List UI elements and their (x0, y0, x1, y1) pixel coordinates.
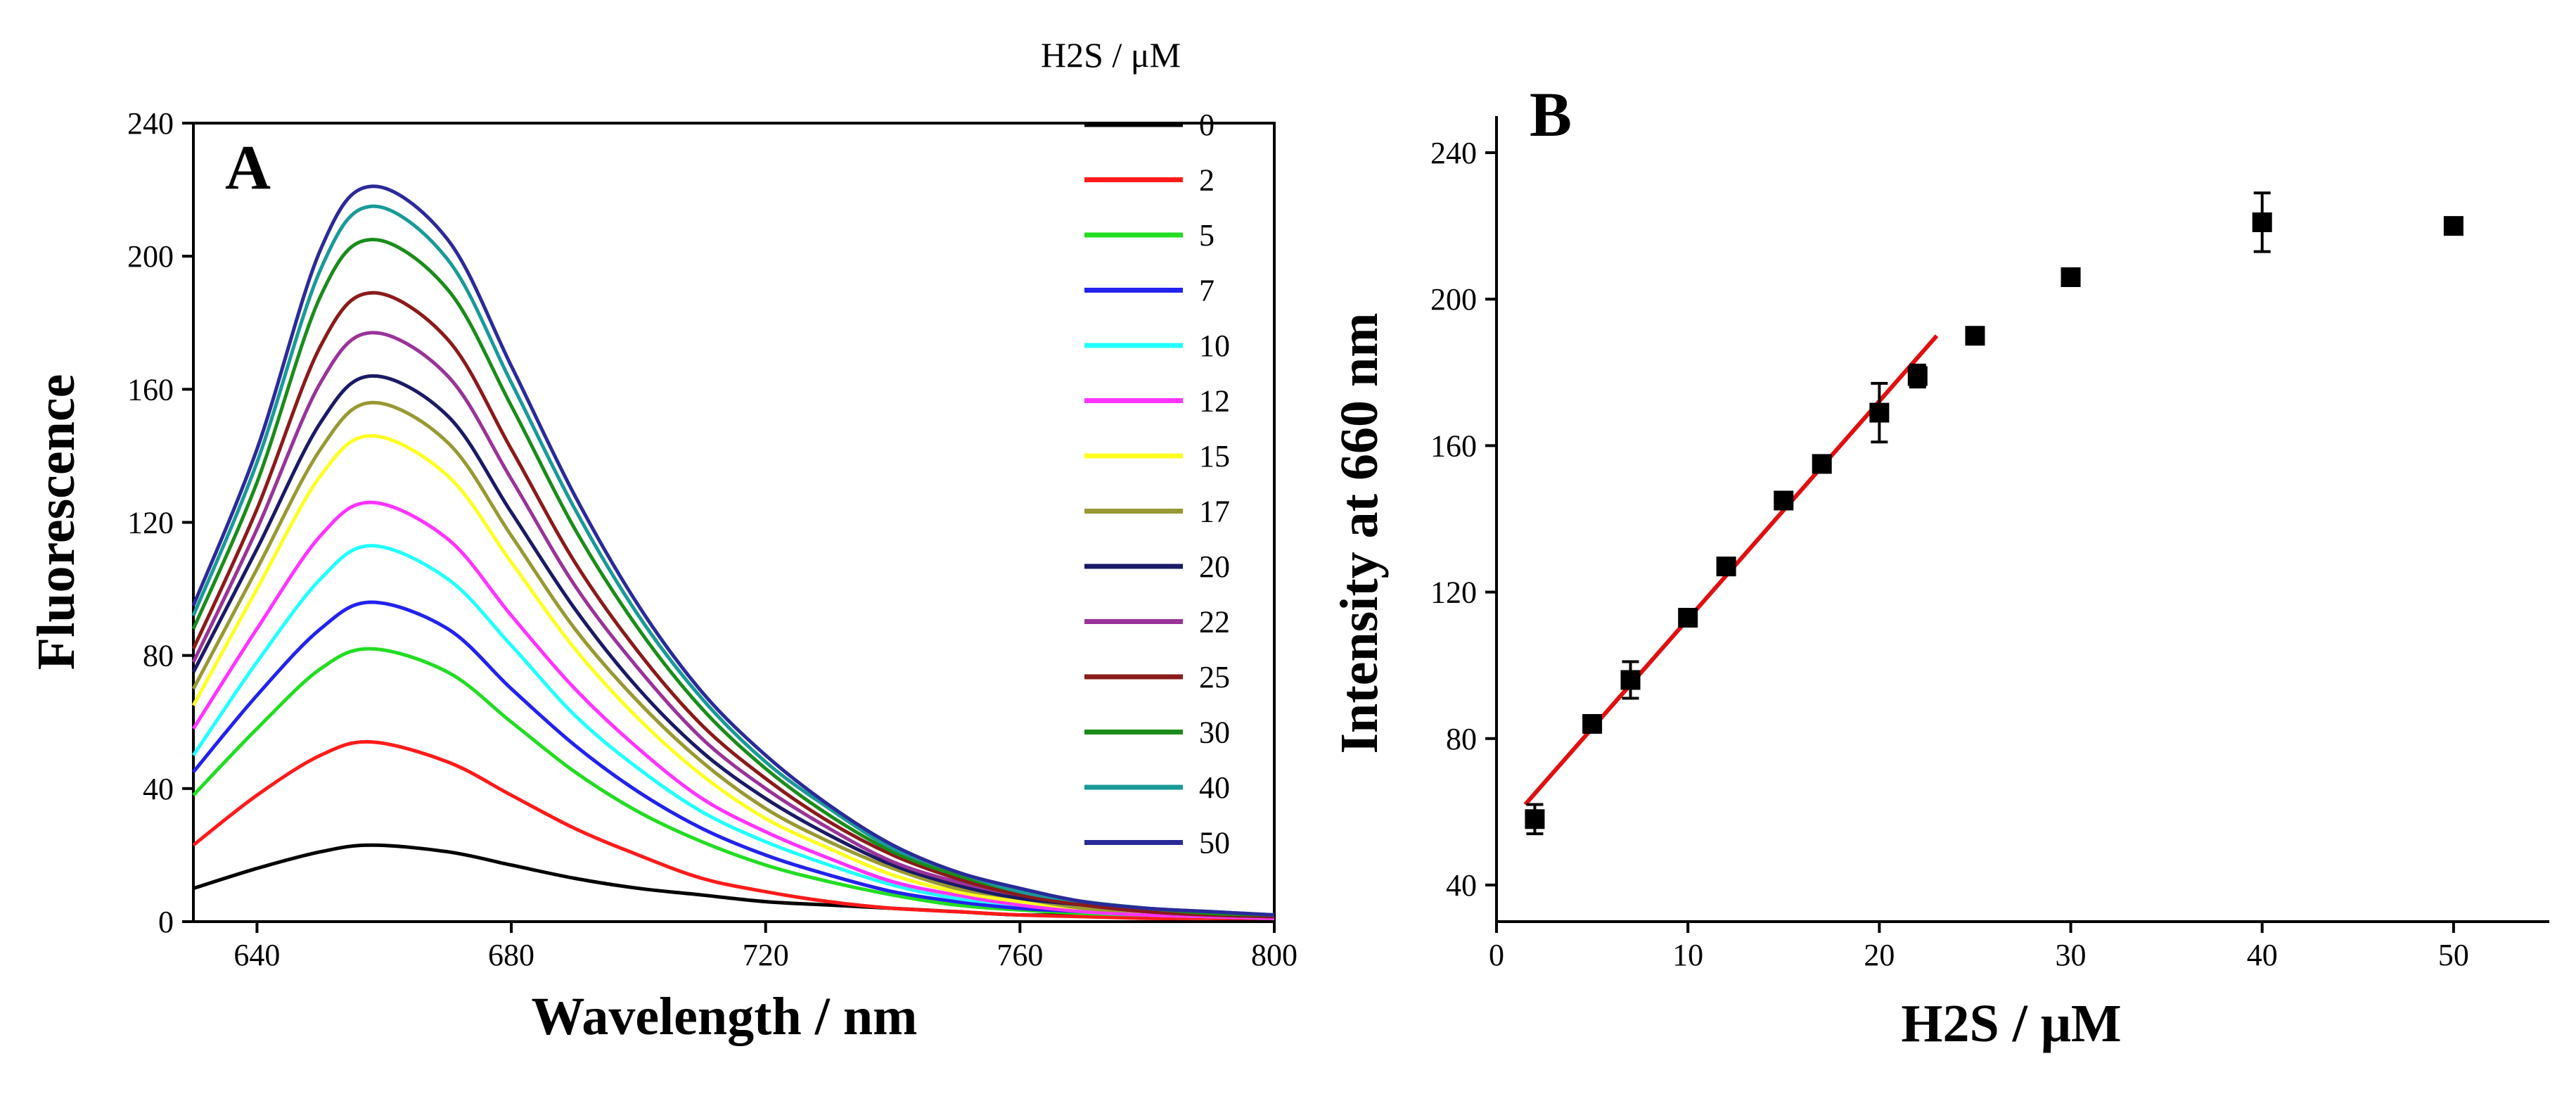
x-tick-label-b: 40 (2247, 938, 2278, 972)
legend-label: 0 (1199, 108, 1215, 142)
y-tick-label-b: 160 (1430, 428, 1477, 463)
legend-label: 40 (1199, 770, 1230, 805)
y-ticks-b: 40 80 120 160 200 240 (1430, 136, 1497, 903)
data-point (2252, 191, 2272, 253)
legend-label: 25 (1199, 660, 1230, 694)
legend-title: H2S / μM (1041, 35, 1181, 75)
series-line-2 (192, 739, 1274, 920)
data-point (2443, 216, 2463, 236)
square-marker (1869, 402, 1890, 423)
series-line-50 (191, 184, 1275, 917)
series-line-17 (191, 400, 1275, 919)
series-lines-a (191, 184, 1275, 920)
y-axis-title-a: Fluorescence (27, 374, 86, 670)
y-tick-label-b: 80 (1446, 722, 1477, 756)
x-axis-title-a: Wavelength / nm (532, 987, 918, 1046)
legend-label: 30 (1199, 715, 1230, 750)
legend-label: 10 (1199, 329, 1230, 363)
square-marker (2061, 267, 2081, 287)
legend-label: 2 (1199, 163, 1215, 198)
x-tick-label-b: 50 (2438, 938, 2469, 972)
x-tick-label-b: 0 (1489, 938, 1504, 972)
square-marker (1812, 454, 1832, 474)
legend-label: 22 (1199, 605, 1230, 640)
legend-label: 7 (1199, 274, 1215, 308)
x-ticks-a: 640 680 720 760 800 (233, 922, 1297, 972)
y-tick-label-b: 240 (1430, 136, 1477, 170)
legend-label: 12 (1199, 384, 1230, 419)
legend-label: 20 (1199, 549, 1230, 584)
data-point (1525, 803, 1545, 836)
legend-label: 50 (1199, 826, 1230, 860)
square-marker (1907, 366, 1928, 386)
x-tick-label-b: 20 (1864, 938, 1895, 972)
y-tick-label-b: 40 (1446, 868, 1477, 903)
square-marker (1582, 713, 1603, 734)
y-tick-label-a: 160 (127, 372, 174, 407)
y-tick-label-a: 240 (127, 106, 174, 141)
legend-label: 15 (1199, 439, 1230, 473)
x-tick-label-b: 10 (1672, 938, 1703, 972)
x-tick-label-b: 30 (2056, 938, 2087, 972)
y-tick-label-a: 200 (127, 239, 174, 274)
y-tick-label-a: 0 (158, 905, 174, 939)
y-tick-label-a: 120 (127, 506, 174, 540)
data-point (1678, 608, 1698, 628)
y-tick-label-b: 200 (1430, 282, 1477, 317)
data-point (1774, 490, 1794, 511)
data-point (1582, 713, 1603, 734)
x-tick-label-a: 640 (233, 938, 280, 972)
panel-label-a: A (225, 133, 271, 203)
data-point (1907, 363, 1928, 389)
series-line-40 (191, 204, 1275, 917)
data-points-b (1525, 191, 2463, 836)
square-marker (2252, 212, 2272, 232)
series-line-25 (191, 291, 1275, 919)
data-point (1869, 381, 1890, 444)
legend-label: 5 (1199, 218, 1215, 253)
x-tick-label-a: 680 (488, 938, 534, 972)
square-marker (1774, 490, 1794, 511)
square-marker (1965, 326, 1985, 346)
y-tick-label-b: 120 (1430, 575, 1477, 610)
data-point (1620, 660, 1641, 700)
data-point (1716, 556, 1736, 577)
x-tick-label-a: 720 (743, 938, 789, 972)
square-marker (1716, 556, 1736, 577)
series-line-30 (191, 237, 1275, 917)
panel-label-b: B (1530, 80, 1572, 150)
y-tick-label-a: 40 (143, 772, 174, 806)
series-line-12 (191, 500, 1275, 920)
data-point (2061, 267, 2081, 287)
series-line-5 (192, 647, 1275, 920)
square-marker (1620, 670, 1641, 690)
y-axis-title-b: Intensity at 660 nm (1330, 312, 1389, 753)
square-marker (2443, 216, 2463, 236)
y-ticks-a: 0 40 80 120 160 200 240 (127, 106, 193, 939)
square-marker (1525, 809, 1545, 829)
square-marker (1678, 608, 1698, 628)
data-point (1965, 326, 1985, 346)
data-point (1812, 454, 1832, 474)
x-ticks-b: 0 10 20 30 40 50 (1489, 922, 2469, 972)
x-axis-title-b: H2S / μM (1901, 994, 2121, 1053)
legend-label: 17 (1199, 495, 1230, 529)
x-tick-label-a: 800 (1251, 938, 1297, 972)
y-tick-label-a: 80 (143, 639, 174, 673)
x-tick-label-a: 760 (997, 938, 1043, 972)
